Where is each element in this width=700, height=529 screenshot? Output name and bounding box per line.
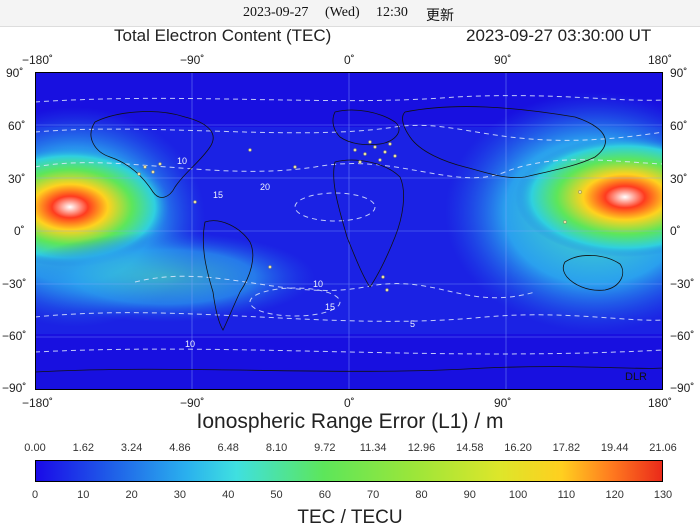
status-time: 12:30 xyxy=(376,5,408,20)
anomaly-south-band xyxy=(35,232,315,322)
lat-tick-left: 90˚ xyxy=(6,66,24,80)
coastline-north-america xyxy=(90,111,214,198)
coastline-south-america xyxy=(202,220,254,331)
contour-label: 15 xyxy=(325,302,335,312)
contour-label: 10 xyxy=(177,156,187,166)
graticule xyxy=(35,72,663,390)
lat-tick-right: −90˚ xyxy=(670,381,695,395)
range-error-tick: 3.24 xyxy=(120,442,143,454)
map-title: Total Electron Content (TEC) xyxy=(114,26,332,45)
lat-tick-right: 60˚ xyxy=(670,119,688,133)
range-error-tick: 11.34 xyxy=(359,442,387,454)
contour-label: 10 xyxy=(185,339,195,349)
lat-tick-left: 30˚ xyxy=(8,172,26,186)
lon-tick-bottom: 90˚ xyxy=(494,396,512,410)
lon-tick-top: −180˚ xyxy=(22,53,54,67)
lat-tick-left: −90˚ xyxy=(2,381,27,395)
tec-tick: 90 xyxy=(463,489,476,501)
gnss-stations xyxy=(137,140,582,292)
lat-tick-right: 0˚ xyxy=(670,224,681,238)
range-error-tick: 14.58 xyxy=(456,442,484,454)
status-weekday: (Wed) xyxy=(325,5,360,20)
anomaly-east-core xyxy=(515,137,663,257)
tec-tick: 130 xyxy=(653,489,673,501)
coastline-asia xyxy=(402,106,606,179)
lon-tick-top: 0˚ xyxy=(344,53,355,67)
lat-tick-left: 60˚ xyxy=(8,119,26,133)
contour-label: 20 xyxy=(260,182,270,192)
status-date: 2023-09-27 xyxy=(243,5,309,20)
range-error-tick: 16.20 xyxy=(504,442,532,454)
coastline-australia xyxy=(562,255,624,291)
lon-tick-top: 90˚ xyxy=(494,53,512,67)
coastline-europe xyxy=(332,109,400,146)
tec-tick: 120 xyxy=(605,489,624,501)
range-error-tick: 12.96 xyxy=(407,442,436,454)
tec-tick: 10 xyxy=(77,489,90,501)
map-frame xyxy=(35,72,663,390)
lat-tick-left: −60˚ xyxy=(2,329,27,343)
contour-label: 15 xyxy=(213,190,223,200)
lat-tick-right: −60˚ xyxy=(670,329,695,343)
tec-tick: 30 xyxy=(173,489,187,501)
tec-tick: 20 xyxy=(125,489,138,501)
update-link[interactable]: 更新 xyxy=(426,9,454,24)
tec-tick: 50 xyxy=(270,489,283,501)
coastlines xyxy=(35,106,663,373)
lat-tick-left: 0˚ xyxy=(14,224,25,238)
tec-unit-label: TEC / TECU xyxy=(297,507,403,528)
contour-labels: 10 15 20 10 15 10 5 xyxy=(177,156,415,349)
contours xyxy=(35,95,663,355)
lat-tick-right: 30˚ xyxy=(670,172,688,186)
coastline-antarctica xyxy=(35,366,663,373)
range-error-tick: 4.86 xyxy=(169,442,191,454)
range-error-tick: 6.48 xyxy=(217,442,239,454)
colorbar xyxy=(35,460,663,482)
tec-tick: 100 xyxy=(508,489,528,501)
lon-tick-bottom: −90˚ xyxy=(180,396,205,410)
lon-tick-top: 180˚ xyxy=(648,53,673,67)
lon-tick-top: −90˚ xyxy=(180,53,205,67)
lat-tick-right: −30˚ xyxy=(670,277,695,291)
lat-tick-left: −30˚ xyxy=(2,277,27,291)
contour-label: 10 xyxy=(313,279,323,289)
tec-tick: 80 xyxy=(415,489,428,501)
range-error-tick: 0.00 xyxy=(24,442,46,454)
tec-tick: 0 xyxy=(31,489,39,501)
range-error-tick: 21.06 xyxy=(649,442,677,454)
lon-tick-bottom: −180˚ xyxy=(22,396,54,410)
range-error-tick: 9.72 xyxy=(314,442,336,454)
status-bar: 2023-09-27 (Wed) 12:30 更新 xyxy=(0,0,700,27)
range-error-tick: 8.10 xyxy=(265,442,288,454)
lat-tick-right: 90˚ xyxy=(670,66,688,80)
lon-tick-bottom: 0˚ xyxy=(344,396,355,410)
tec-tick: 60 xyxy=(318,489,331,501)
map-timestamp: 2023-09-27 03:30:00 UT xyxy=(466,26,652,45)
tec-tick: 110 xyxy=(557,489,576,501)
tec-map: 10 15 20 10 15 10 5 DLR xyxy=(35,72,663,390)
range-error-tick: 17.82 xyxy=(552,442,581,454)
contour-label: 5 xyxy=(410,319,415,329)
range-error-title: Ionospheric Range Error (L1) / m xyxy=(196,410,504,433)
tec-tick: 70 xyxy=(367,489,380,501)
credit-label: DLR xyxy=(625,371,647,383)
range-error-tick: 19.44 xyxy=(600,442,629,454)
tec-tick: 40 xyxy=(222,489,235,501)
coastline-africa xyxy=(333,159,405,288)
lon-tick-bottom: 180˚ xyxy=(648,396,673,410)
range-error-tick: 1.62 xyxy=(72,442,95,454)
